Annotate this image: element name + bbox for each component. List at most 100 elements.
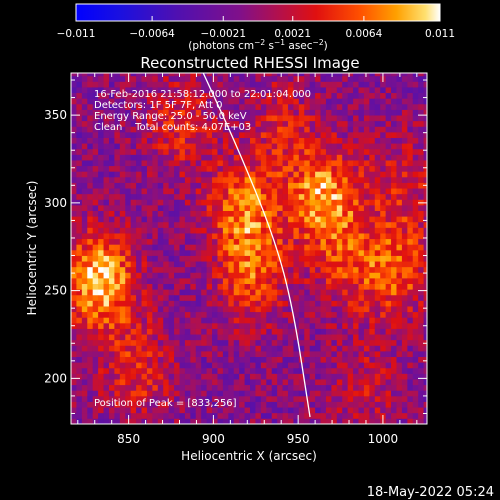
heatmap-cell xyxy=(184,272,191,279)
heatmap-cell xyxy=(347,390,354,397)
heatmap-cell xyxy=(114,266,121,273)
heatmap-cell xyxy=(287,294,294,301)
heatmap-cell xyxy=(233,154,240,161)
heatmap-cell xyxy=(271,334,278,341)
heatmap-cell xyxy=(374,98,381,105)
heatmap-cell xyxy=(271,103,278,110)
heatmap-cell xyxy=(114,283,121,290)
heatmap-cell xyxy=(401,98,408,105)
heatmap-cell xyxy=(233,311,240,318)
heatmap-cell xyxy=(130,283,137,290)
heatmap-cell xyxy=(418,334,424,341)
heatmap-cell xyxy=(239,115,245,122)
heatmap-cell xyxy=(374,339,381,346)
heatmap-cell xyxy=(201,154,208,161)
heatmap-cell xyxy=(195,109,202,116)
heatmap-cell xyxy=(201,193,208,200)
heatmap-cell xyxy=(174,367,180,374)
heatmap-cell xyxy=(222,87,229,94)
heatmap-cell xyxy=(103,300,110,307)
heatmap-cell xyxy=(358,249,365,256)
heatmap-cell xyxy=(119,328,126,335)
heatmap-cell xyxy=(412,87,419,94)
heatmap-cell xyxy=(304,244,311,251)
heatmap-cell xyxy=(418,182,424,189)
heatmap-cell xyxy=(363,92,370,99)
heatmap-cell xyxy=(130,160,137,167)
heatmap-cell xyxy=(325,362,332,369)
heatmap-cell xyxy=(255,92,262,99)
heatmap-cell xyxy=(401,87,408,94)
heatmap-cell xyxy=(114,165,121,172)
heatmap-cell xyxy=(418,98,424,105)
heatmap-cell xyxy=(271,210,278,217)
heatmap-cell xyxy=(266,199,273,206)
heatmap-cell xyxy=(363,261,370,268)
heatmap-cell xyxy=(152,367,159,374)
heatmap-cell xyxy=(157,115,164,122)
heatmap-cell xyxy=(87,407,94,414)
heatmap-cell xyxy=(418,87,424,94)
heatmap-cell xyxy=(325,395,332,402)
heatmap-cell xyxy=(130,261,137,268)
heatmap-cell xyxy=(103,233,110,240)
heatmap-cell xyxy=(152,384,159,391)
heatmap-cell xyxy=(342,379,349,386)
heatmap-cell xyxy=(250,255,256,262)
heatmap-cell xyxy=(141,300,148,307)
heatmap-cell xyxy=(325,176,332,183)
heatmap-cell xyxy=(385,171,392,178)
heatmap-cell xyxy=(81,379,88,386)
heatmap-cell xyxy=(293,176,300,183)
heatmap-cell xyxy=(255,277,262,284)
heatmap-cell xyxy=(391,418,397,424)
heatmap-cell xyxy=(81,92,88,99)
heatmap-cell xyxy=(108,317,115,324)
heatmap-cell xyxy=(287,277,294,284)
heatmap-cell xyxy=(255,154,262,161)
heatmap-cell xyxy=(423,367,427,374)
heatmap-cell xyxy=(119,294,126,301)
heatmap-cell xyxy=(363,176,370,183)
heatmap-cell xyxy=(418,261,424,268)
heatmap-cell xyxy=(168,339,175,346)
heatmap-cell xyxy=(320,137,327,144)
heatmap-cell xyxy=(250,401,256,408)
heatmap-cell xyxy=(108,160,115,167)
heatmap-cell xyxy=(217,356,224,363)
heatmap-cell xyxy=(266,244,273,251)
heatmap-cell xyxy=(168,165,175,172)
heatmap-cell xyxy=(363,249,370,256)
heatmap-cell xyxy=(114,356,121,363)
heatmap-cell xyxy=(239,143,245,150)
heatmap-cell xyxy=(168,115,175,122)
heatmap-cell xyxy=(81,261,88,268)
heatmap-cell xyxy=(71,367,77,374)
heatmap-cell xyxy=(396,401,403,408)
heatmap-cell xyxy=(309,154,316,161)
heatmap-cell xyxy=(336,300,343,307)
heatmap-cell xyxy=(385,81,392,88)
heatmap-cell xyxy=(353,216,359,223)
heatmap-cell xyxy=(271,317,278,324)
heatmap-cell xyxy=(407,328,414,335)
heatmap-cell xyxy=(407,266,414,273)
heatmap-cell xyxy=(255,199,262,206)
heatmap-cell xyxy=(228,171,235,178)
heatmap-cell xyxy=(125,407,132,414)
heatmap-cell xyxy=(304,160,311,167)
heatmap-cell xyxy=(304,87,311,94)
heatmap-cell xyxy=(130,395,137,402)
heatmap-cell xyxy=(76,277,83,284)
heatmap-cell xyxy=(136,249,142,256)
heatmap-cell xyxy=(92,350,99,358)
heatmap-cell xyxy=(174,188,180,195)
heatmap-cell xyxy=(380,216,387,223)
heatmap-cell xyxy=(374,221,381,228)
heatmap-cell xyxy=(114,109,121,116)
heatmap-cell xyxy=(98,261,104,268)
heatmap-cell xyxy=(71,115,77,122)
heatmap-cell xyxy=(255,137,262,144)
heatmap-cell xyxy=(336,373,343,380)
heatmap-cell xyxy=(71,356,77,363)
